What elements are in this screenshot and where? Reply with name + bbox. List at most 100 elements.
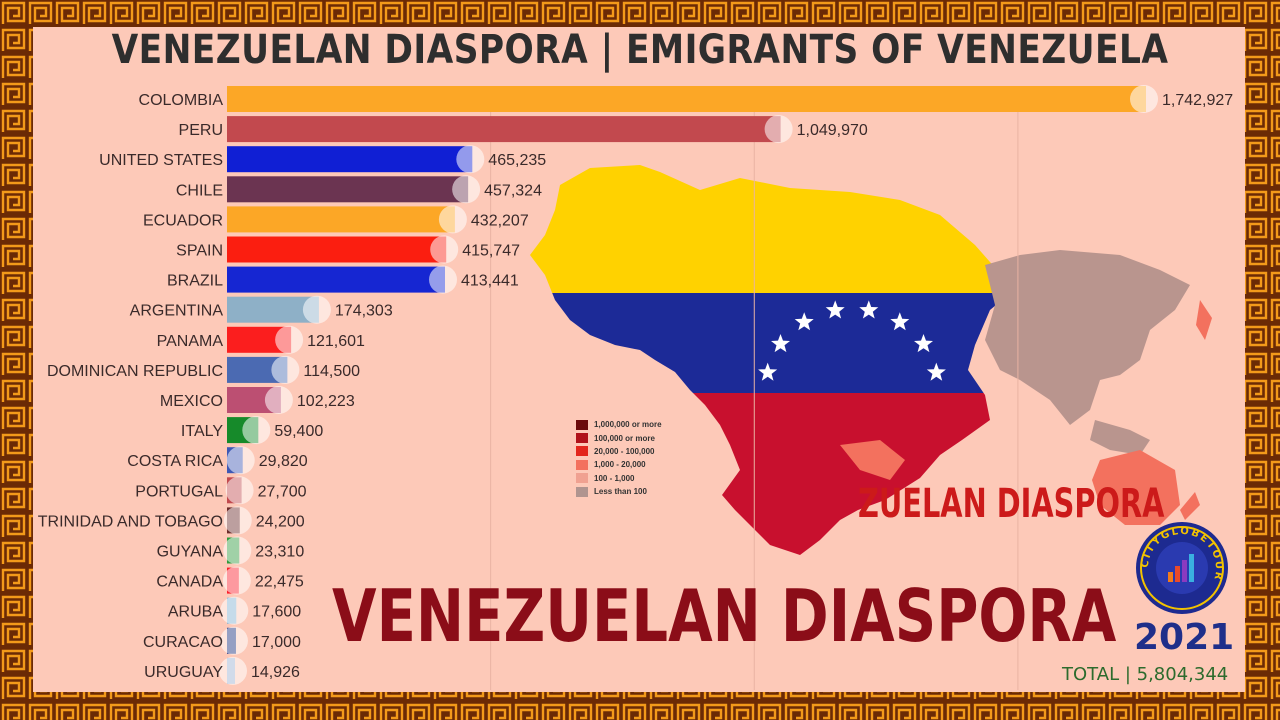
- flag-icon: [1130, 85, 1158, 113]
- legend-swatch: [576, 486, 588, 497]
- category-label: GUYANA: [157, 544, 224, 561]
- flag-icon: [222, 566, 251, 595]
- flag-star: [794, 312, 814, 331]
- bar: [227, 116, 781, 143]
- flag-icon: [219, 626, 248, 655]
- map-caption: ZUELAN DIASPORA: [858, 481, 1165, 527]
- legend-item: 1,000 - 20,000: [576, 458, 662, 471]
- legend-item: 1,000,000 or more: [576, 418, 662, 431]
- legend-label: 100,000 or more: [594, 433, 655, 443]
- legend-item: 100,000 or more: [576, 431, 662, 444]
- value-label: 59,400: [274, 423, 323, 440]
- category-label: MEXICO: [160, 393, 223, 410]
- flag-icon: [220, 596, 249, 625]
- flag-icon: [430, 235, 459, 264]
- value-label: 29,820: [259, 453, 308, 470]
- legend-swatch: [576, 433, 588, 444]
- category-label: URUGUAY: [144, 664, 223, 681]
- value-label: 174,303: [335, 303, 393, 320]
- legend-swatch: [576, 419, 588, 430]
- flag-star: [771, 334, 790, 353]
- page-title: VENEZUELAN DIASPORA | EMIGRANTS OF VENEZ…: [111, 27, 1169, 73]
- value-label: 413,441: [461, 273, 519, 290]
- flag-star: [926, 362, 946, 381]
- bar: [227, 266, 445, 293]
- value-label: 17,600: [252, 604, 301, 621]
- value-label: 23,310: [255, 544, 304, 561]
- legend-label: Less than 100: [594, 487, 647, 497]
- value-label: 102,223: [297, 393, 355, 410]
- value-label: 22,475: [255, 574, 304, 591]
- flag-icon: [452, 175, 481, 204]
- flag-icon: [456, 145, 485, 174]
- category-label: COSTA RICA: [127, 453, 223, 470]
- flag-star: [758, 362, 778, 381]
- value-label: 465,235: [488, 152, 546, 169]
- legend-swatch: [576, 446, 588, 457]
- bar: [227, 86, 1146, 112]
- map-legend: 1,000,000 or more 100,000 or more 20,000 -…: [576, 418, 662, 498]
- flag-icon: [428, 265, 457, 294]
- value-label: 1,049,970: [797, 122, 868, 139]
- category-label: DOMINICAN REPUBLIC: [47, 363, 223, 380]
- value-label: 415,747: [462, 243, 520, 260]
- flag-icon: [223, 506, 252, 535]
- legend-label: 100 - 1,000: [594, 473, 635, 483]
- category-label: UNITED STATES: [99, 152, 223, 169]
- category-label: ARGENTINA: [130, 303, 224, 320]
- value-label: 114,500: [303, 363, 360, 380]
- category-label: COLOMBIA: [139, 92, 224, 109]
- value-label: 1,742,927: [1162, 92, 1233, 109]
- legend-label: 1,000,000 or more: [594, 420, 662, 430]
- value-label: 24,200: [256, 513, 305, 530]
- flag-icon: [223, 536, 252, 565]
- value-label: 17,000: [252, 634, 301, 651]
- category-label: CURACAO: [143, 634, 223, 651]
- big-title: VENEZUELAN DIASPORA: [332, 574, 1117, 658]
- value-label: 27,700: [258, 483, 307, 500]
- flag-star: [914, 334, 933, 353]
- flag-icon: [302, 295, 331, 324]
- category-label: PORTUGAL: [135, 483, 223, 500]
- legend-label: 20,000 - 100,000: [594, 446, 655, 456]
- year-label: 2021: [1134, 617, 1235, 658]
- value-label: 121,601: [307, 333, 365, 350]
- category-label: SPAIN: [176, 243, 223, 260]
- flag-icon: [764, 115, 793, 144]
- flag-icon: [242, 416, 271, 445]
- flag-star: [890, 312, 910, 331]
- bar: [227, 146, 473, 173]
- value-label: 432,207: [471, 212, 529, 229]
- category-label: CHILE: [176, 182, 223, 199]
- legend-item: 20,000 - 100,000: [576, 445, 662, 458]
- flag-icon: [271, 355, 300, 384]
- bar: [227, 206, 455, 233]
- legend-item: 100 - 1,000: [576, 472, 662, 485]
- flag-icon: [264, 386, 293, 414]
- legend-swatch: [576, 473, 588, 484]
- category-label: PANAMA: [157, 333, 224, 350]
- category-label: ITALY: [181, 423, 223, 440]
- flag-star: [825, 300, 845, 319]
- category-label: ARUBA: [168, 604, 223, 621]
- legend-item: Less than 100: [576, 485, 662, 498]
- legend-label: 1,000 - 20,000: [594, 460, 646, 470]
- bar: [227, 236, 447, 263]
- flag-star: [859, 300, 879, 319]
- cityglobetour-logo: CITYGLOBETOUR: [1136, 522, 1228, 614]
- category-label: BRAZIL: [167, 273, 223, 290]
- value-label: 457,324: [484, 182, 542, 199]
- bar: [227, 176, 469, 203]
- flag-icon: [275, 325, 304, 354]
- flag-icon: [226, 446, 255, 475]
- total-label: TOTAL | 5,804,344: [1062, 664, 1229, 685]
- category-label: PERU: [179, 122, 223, 139]
- category-label: CANADA: [156, 574, 223, 591]
- flag-icon: [225, 476, 254, 505]
- category-label: TRINIDAD AND TOBAGO: [38, 513, 223, 530]
- flag-icon: [219, 656, 247, 685]
- flag-icon: [438, 205, 467, 234]
- category-label: ECUADOR: [143, 212, 223, 229]
